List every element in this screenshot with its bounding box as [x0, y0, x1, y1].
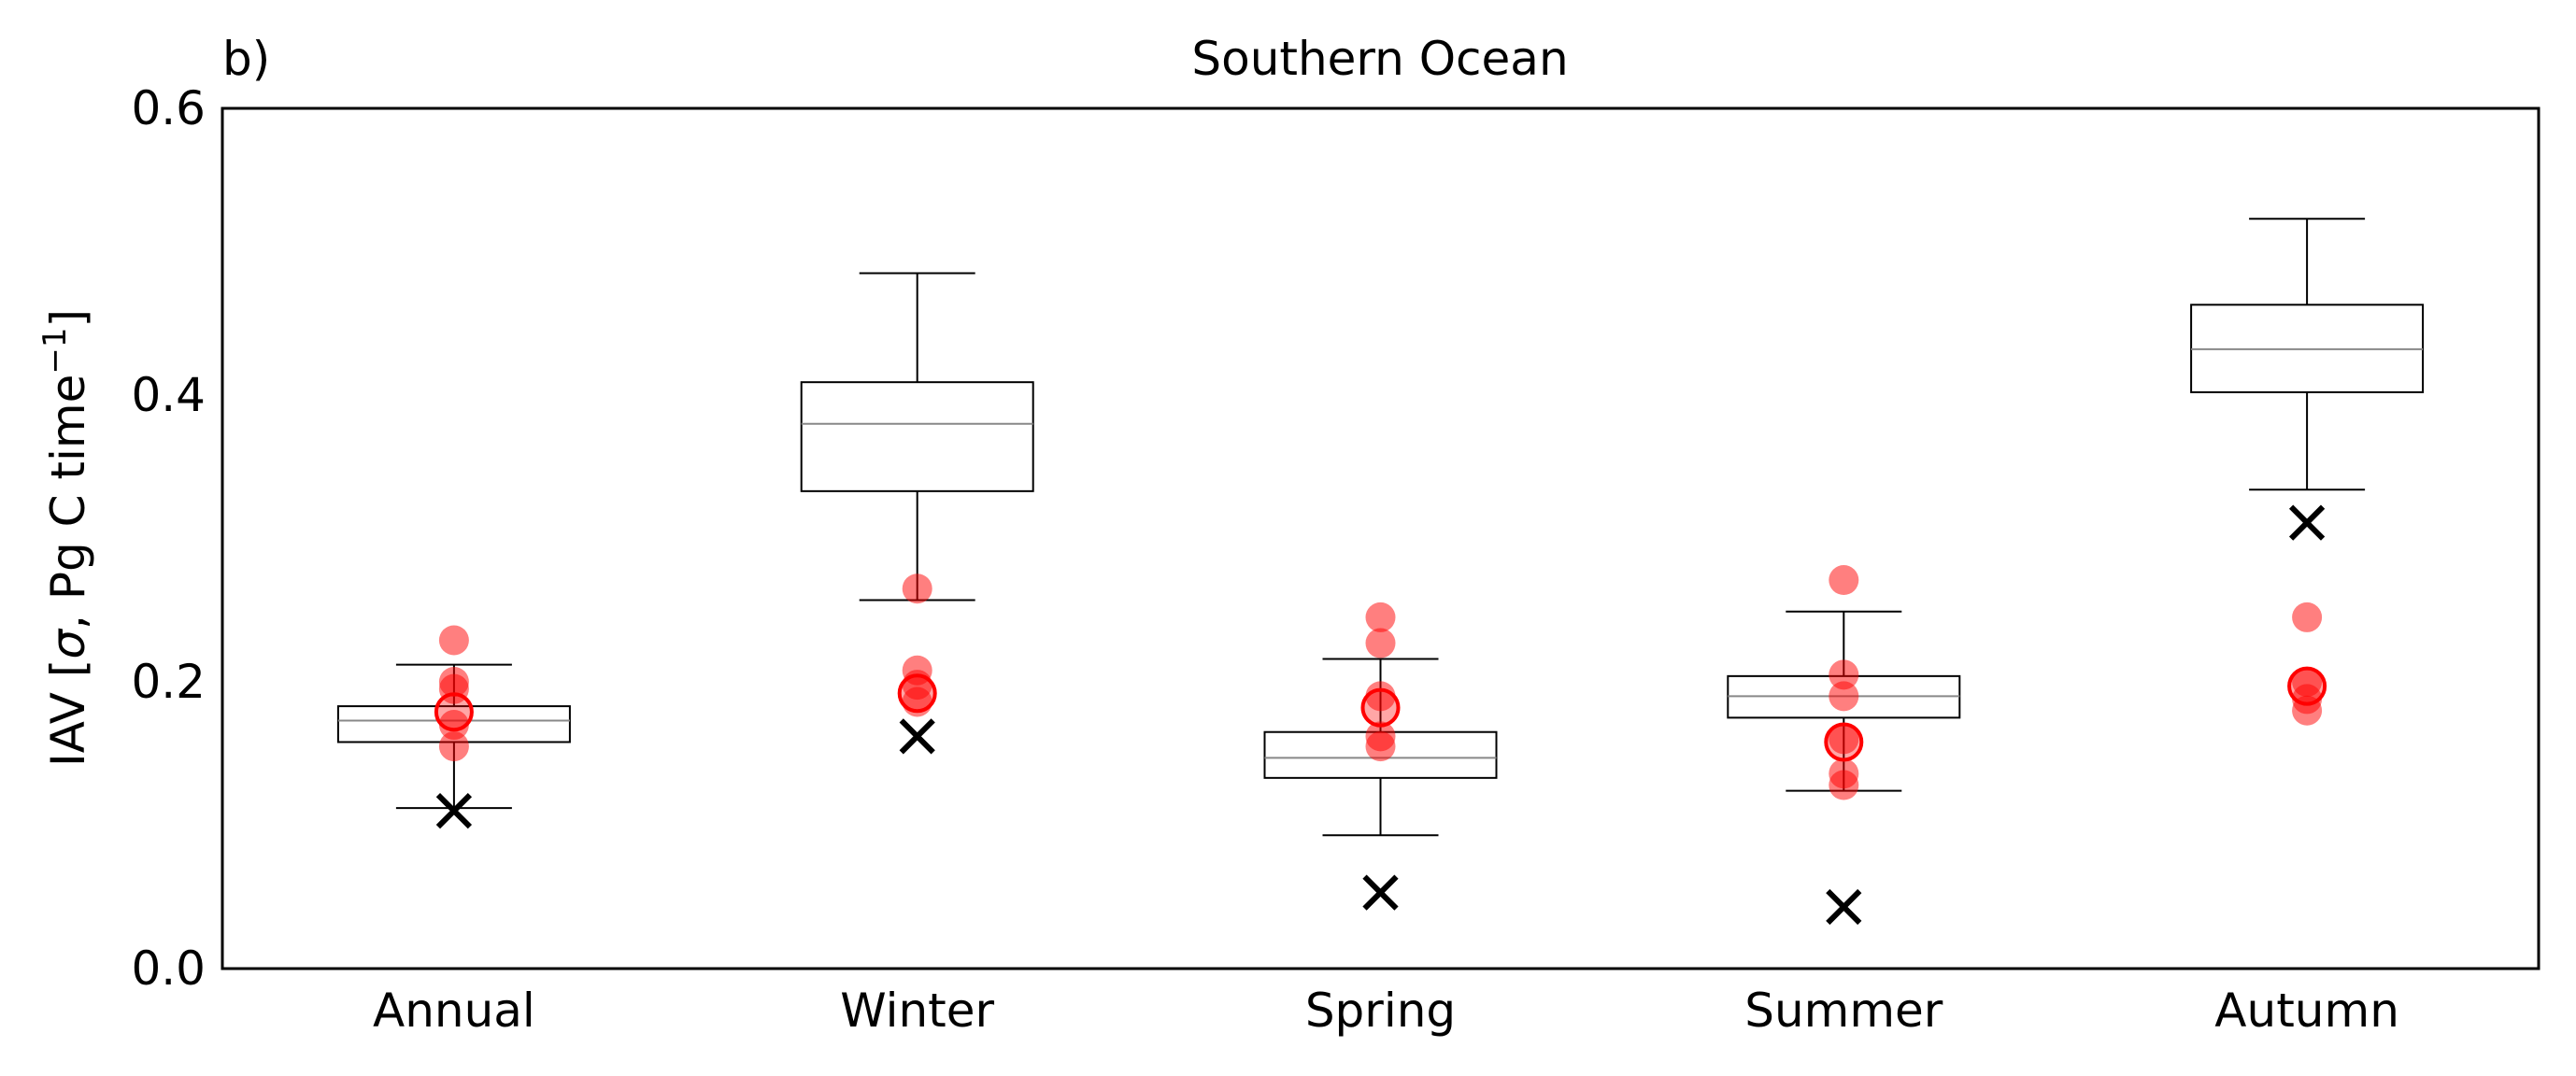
y-tick-label: 0.6	[131, 81, 206, 135]
y-axis-label-prefix: IAV [	[41, 659, 95, 767]
model-point	[438, 710, 469, 741]
box-group-autumn	[2190, 218, 2425, 726]
ensemble-mean-circle	[2287, 666, 2327, 706]
panel-label: b)	[222, 32, 270, 86]
observation-x-marker	[435, 793, 473, 829]
x-tick-label: Spring	[1305, 984, 1456, 1038]
model-point	[438, 625, 469, 656]
model-point	[1829, 770, 1859, 800]
box-group-annual	[336, 625, 571, 829]
y-tick-label: 0.2	[131, 655, 206, 709]
x-tick-label: Summer	[1744, 984, 1943, 1038]
observation-x-marker	[1826, 888, 1862, 926]
x-tick-label: Autumn	[2214, 984, 2399, 1038]
x-tick-label: Winter	[840, 984, 994, 1038]
y-axis-label-sigma: σ	[41, 629, 95, 659]
model-point	[1365, 681, 1396, 712]
ensemble-mean-circle	[1824, 722, 1864, 762]
model-point	[1365, 628, 1396, 658]
x-axis-ticks: Annual Winter Spring Summer Autumn	[373, 984, 2399, 1038]
box-group-winter	[800, 272, 1034, 755]
observation-x-marker	[2288, 504, 2326, 541]
plot-frame	[221, 106, 2540, 970]
model-point	[1829, 724, 1859, 755]
model-point	[1829, 565, 1859, 596]
x-tick-label: Annual	[373, 984, 535, 1038]
box-group-spring	[1263, 602, 1498, 911]
observation-x-marker	[899, 718, 935, 755]
model-point	[438, 731, 469, 762]
model-point	[1829, 681, 1859, 712]
y-axis-ticks: 0.0 0.2 0.4 0.6	[131, 81, 206, 996]
plot-marks	[336, 218, 2425, 926]
y-axis-label: IAV [σ, Pg C time−1]	[36, 309, 95, 767]
model-point	[1365, 602, 1396, 632]
model-point	[1365, 731, 1396, 762]
model-point	[902, 573, 932, 604]
ensemble-mean-circle	[897, 673, 937, 714]
y-tick-label: 0.0	[131, 942, 206, 996]
ensemble-mean-circle	[434, 692, 474, 732]
model-point	[2292, 602, 2323, 632]
model-point	[1829, 659, 1859, 690]
y-axis-label-units: , Pg C time	[41, 375, 95, 630]
chart-title: Southern Ocean	[1191, 32, 1568, 86]
observation-x-marker	[1362, 874, 1399, 911]
y-tick-label: 0.4	[131, 368, 206, 422]
box-group-summer	[1727, 565, 1961, 926]
interquartile-box	[800, 381, 1034, 492]
y-axis-label-suffix: ]	[41, 309, 95, 328]
ensemble-mean-circle	[1360, 687, 1401, 728]
y-axis-label-exponent: −1	[36, 327, 74, 374]
